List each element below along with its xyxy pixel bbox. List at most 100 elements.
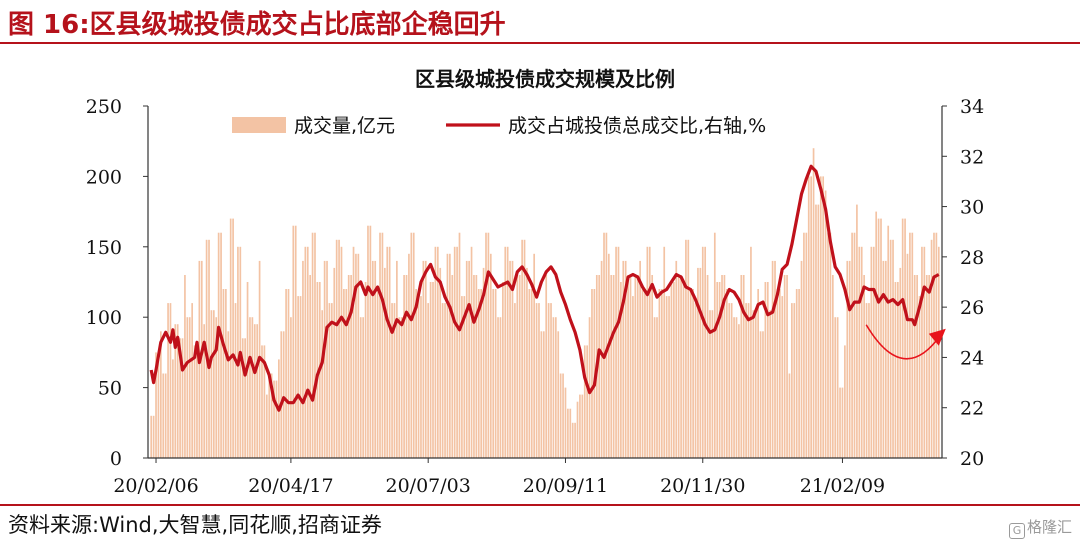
volume-bar bbox=[227, 331, 230, 458]
volume-bar bbox=[605, 232, 608, 458]
volume-bar bbox=[851, 232, 853, 458]
x-tick-label: 20/02/06 bbox=[113, 475, 198, 497]
volume-bar bbox=[791, 303, 793, 458]
volume-bar bbox=[506, 246, 509, 458]
left-tick-label: 250 bbox=[86, 96, 122, 118]
volume-bar bbox=[352, 246, 355, 458]
volume-bar bbox=[215, 317, 218, 458]
legend-bar-swatch bbox=[232, 117, 286, 133]
volume-bar bbox=[485, 232, 487, 458]
x-axis-ticks: 20/02/06 20/04/17 20/07/03 20/09/11 20/11/30… bbox=[113, 458, 885, 497]
volume-bar bbox=[738, 324, 740, 458]
axes bbox=[147, 106, 943, 459]
volume-bar bbox=[217, 232, 220, 458]
volume-bar bbox=[535, 303, 538, 458]
volume-bar bbox=[889, 239, 892, 458]
volume-bar bbox=[716, 282, 719, 458]
volume-bar bbox=[815, 204, 817, 458]
volume-bar bbox=[528, 289, 531, 458]
volume-bar bbox=[557, 331, 560, 458]
volume-bar bbox=[477, 289, 480, 458]
volume-bar bbox=[641, 289, 644, 458]
volume-bar bbox=[504, 246, 507, 458]
volume-bar bbox=[364, 282, 367, 458]
left-axis-ticks: 0 50 100 150 200 250 bbox=[86, 96, 148, 470]
volume-bar bbox=[882, 260, 885, 458]
volume-bar bbox=[338, 239, 340, 458]
volume-bar bbox=[687, 239, 690, 458]
volume-bar bbox=[345, 289, 348, 458]
volume-bar bbox=[863, 275, 865, 458]
volume-bar bbox=[427, 303, 430, 458]
volume-bar bbox=[740, 275, 743, 458]
volume-bar bbox=[718, 282, 721, 458]
chart: 0 50 100 150 200 250 20 22 24 26 28 30 32 34 20/02/0… bbox=[86, 67, 984, 497]
volume-bar bbox=[468, 260, 470, 458]
volume-bar bbox=[309, 275, 312, 458]
volume-bar bbox=[150, 415, 153, 458]
volume-bar bbox=[280, 331, 283, 458]
volume-bar bbox=[176, 324, 179, 458]
volume-bar bbox=[200, 260, 203, 458]
volume-bar bbox=[287, 289, 290, 458]
volume-bar bbox=[273, 380, 275, 458]
volume-bar bbox=[193, 345, 196, 458]
volume-bar bbox=[870, 246, 873, 458]
volume-bar bbox=[424, 260, 427, 458]
volume-bar bbox=[581, 394, 584, 458]
volume-bar bbox=[653, 317, 656, 458]
volume-bar bbox=[764, 282, 767, 458]
volume-bar bbox=[603, 232, 605, 458]
volume-bar bbox=[675, 260, 678, 458]
volume-bar bbox=[800, 260, 803, 458]
volume-bar bbox=[677, 275, 680, 458]
volume-bar bbox=[709, 310, 711, 458]
volume-bar bbox=[162, 373, 165, 458]
volume-bar bbox=[475, 275, 478, 458]
right-tick-label: 28 bbox=[960, 247, 984, 269]
volume-bar bbox=[335, 239, 338, 458]
volume-bar bbox=[704, 246, 707, 458]
volume-bar bbox=[172, 359, 174, 458]
left-tick-label: 50 bbox=[98, 378, 122, 400]
volume-bar bbox=[523, 239, 526, 458]
volume-bar bbox=[408, 253, 410, 458]
volume-bar bbox=[644, 289, 646, 458]
volume-bar bbox=[234, 303, 237, 458]
volume-bar bbox=[499, 317, 502, 458]
volume-bar bbox=[550, 303, 552, 458]
volume-bar bbox=[225, 289, 227, 458]
volume-bar bbox=[268, 373, 271, 458]
right-tick-label: 26 bbox=[960, 297, 984, 319]
volume-bar bbox=[598, 275, 601, 458]
volume-bar bbox=[665, 296, 668, 458]
right-tick-label: 22 bbox=[960, 398, 984, 420]
volume-bar bbox=[331, 303, 333, 458]
volume-bar bbox=[591, 289, 593, 458]
volume-bar bbox=[778, 289, 781, 458]
x-tick-label: 21/02/09 bbox=[800, 475, 885, 497]
volume-bar bbox=[841, 387, 844, 458]
volume-bar bbox=[203, 324, 206, 458]
volume-bar bbox=[480, 289, 483, 458]
volume-bar bbox=[627, 275, 629, 458]
volume-bar bbox=[514, 303, 516, 458]
volume-bar bbox=[766, 282, 769, 458]
volume-bar bbox=[634, 275, 637, 458]
volume-bar bbox=[212, 310, 215, 458]
volume-bar bbox=[249, 317, 251, 458]
volume-bar bbox=[497, 317, 499, 458]
volume-bar bbox=[164, 373, 167, 458]
volume-bar bbox=[663, 246, 666, 458]
volume-bar bbox=[174, 324, 177, 458]
volume-bar bbox=[757, 289, 759, 458]
volume-bar bbox=[244, 338, 246, 458]
volume-bar bbox=[909, 232, 911, 458]
volume-bar bbox=[521, 239, 523, 458]
volume-bar bbox=[831, 275, 834, 458]
volume-bar bbox=[456, 246, 458, 458]
volume-bar bbox=[538, 303, 540, 458]
volume-bar bbox=[379, 232, 381, 458]
volume-bar bbox=[856, 204, 858, 458]
trend-arrow bbox=[865, 324, 946, 360]
